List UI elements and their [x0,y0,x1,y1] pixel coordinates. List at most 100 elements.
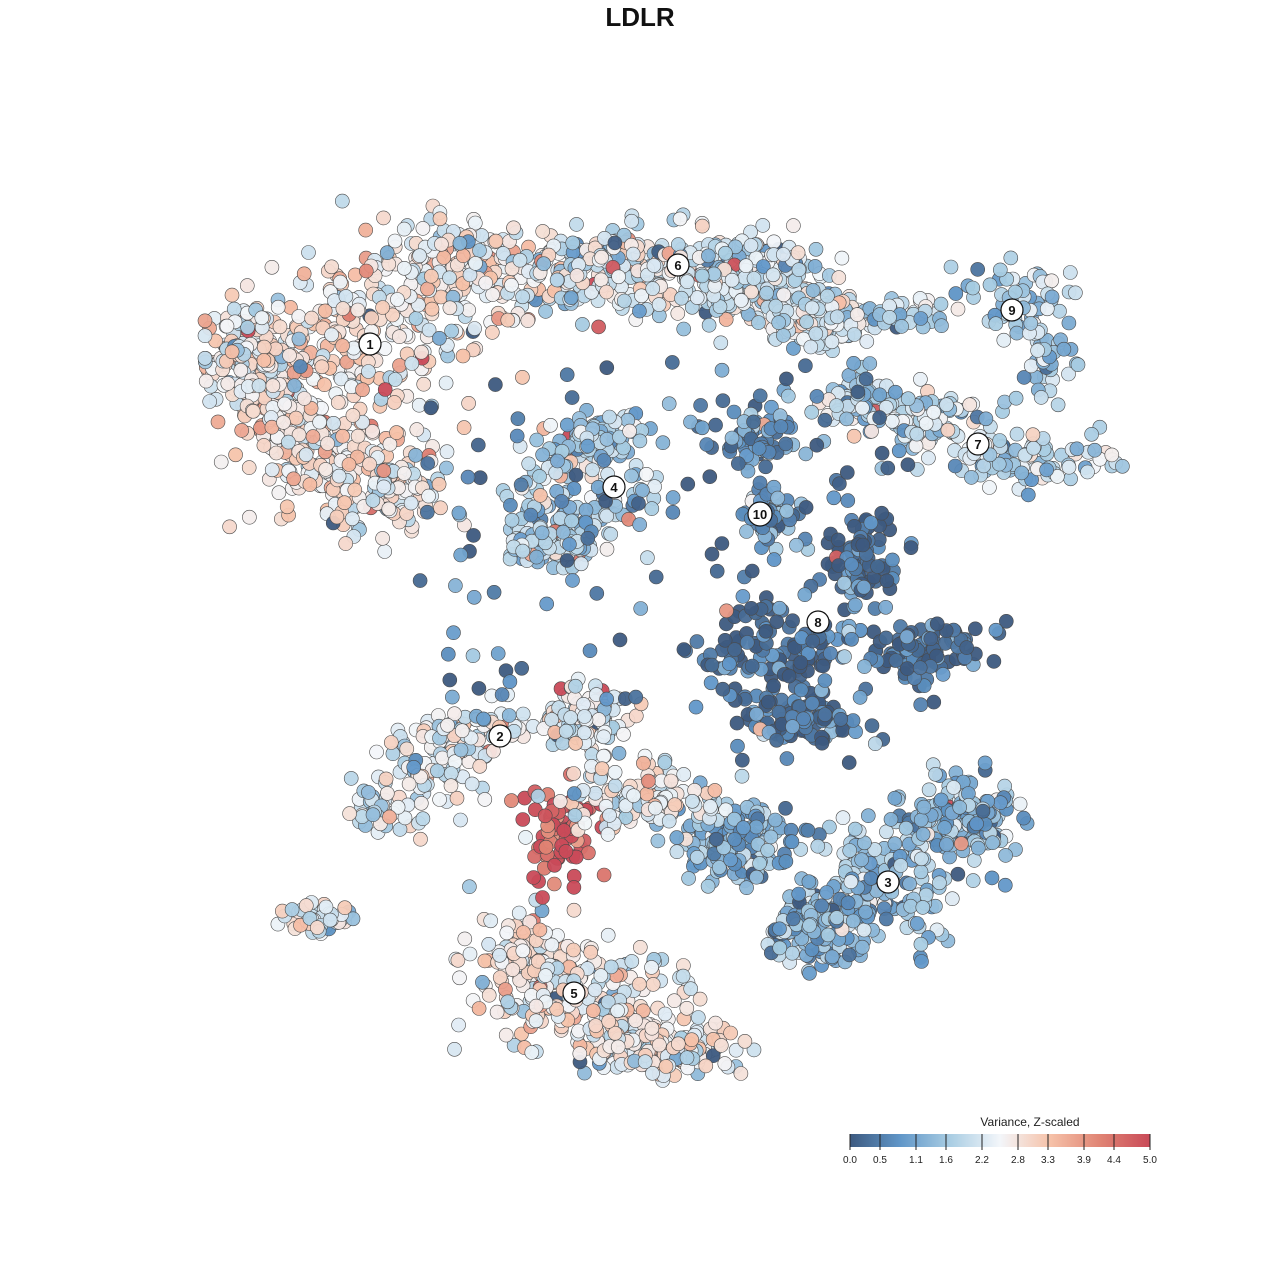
data-point [769,732,784,748]
data-point [758,459,773,475]
data-point [916,799,932,815]
data-point [279,499,295,515]
data-point [683,981,699,997]
data-point [476,711,491,727]
data-point [369,744,384,760]
data-point [899,629,915,645]
data-point [358,222,374,238]
data-point [863,515,879,531]
data-point [317,303,333,319]
data-point [562,537,577,552]
data-point [607,235,623,251]
data-point [882,309,897,325]
data-point [769,614,785,630]
data-point [793,682,809,698]
data-point [585,1003,601,1019]
data-point [765,267,781,283]
data-point [778,436,794,452]
data-point [992,262,1008,278]
data-point [589,586,605,601]
legend-title: Variance, Z-scaled [980,1115,1080,1129]
data-point [937,820,952,835]
data-point [596,453,612,468]
data-point [413,795,429,811]
data-point [558,723,574,739]
data-point [781,668,797,684]
data-point [535,890,550,905]
data-point [681,871,696,886]
data-point [708,417,723,433]
data-point [1012,796,1028,812]
data-point [669,830,685,845]
data-point [506,220,521,236]
data-point [694,420,710,436]
data-point [670,306,686,321]
data-point [874,505,890,521]
data-point [224,344,240,360]
data-point [498,1027,514,1043]
data-point [1061,315,1077,331]
data-point [830,532,846,548]
data-point [900,391,916,407]
data-point [863,870,879,886]
data-point [785,719,800,734]
data-point [856,579,872,595]
data-point [1044,289,1060,305]
data-point [447,1042,462,1057]
data-point [651,1037,667,1053]
data-point [622,423,637,439]
data-point [714,536,730,551]
data-point [532,469,547,484]
data-point [817,673,833,688]
data-point [324,327,339,343]
data-point [446,625,461,641]
cluster-label-text: 4 [610,480,618,495]
legend-tick-label: 2.2 [975,1155,989,1166]
data-point [242,509,257,525]
data-point [997,877,1013,893]
data-point [898,820,914,836]
data-point [913,371,928,387]
data-point [1070,357,1086,373]
data-point [304,310,319,326]
data-point [599,431,615,447]
data-point [733,1066,749,1081]
data-point [664,355,680,370]
data-point [607,778,623,794]
data-point [365,424,380,439]
data-point [809,389,825,404]
cluster-label-2: 2 [488,724,512,748]
data-point [416,376,432,392]
data-point [837,649,852,665]
data-point [544,712,560,727]
data-point [855,537,871,553]
data-point [596,748,611,764]
legend-tick-label: 0.5 [873,1155,887,1166]
data-point [674,290,689,306]
data-point [343,771,359,786]
data-point [847,821,863,837]
data-point [689,634,705,649]
data-point [515,943,531,959]
data-point [350,428,366,444]
data-point [309,920,325,935]
data-point [452,970,467,986]
data-point [749,706,764,722]
data-point [318,462,334,477]
color-legend: 0.0 0.5 1.1 1.6 2.2 2.8 3.3 3.9 4.4 5.0 [843,1134,1157,1166]
data-point [841,755,857,770]
legend-colorbar [850,1134,1150,1147]
data-point [320,436,335,451]
data-point [679,274,695,290]
data-point [844,631,859,647]
data-point [439,444,455,460]
data-point [842,843,858,858]
data-point [840,895,856,911]
data-point [778,854,794,869]
data-point [778,800,793,816]
data-point [305,429,321,444]
data-point [568,467,584,483]
data-point [737,1034,753,1049]
data-point [708,831,724,847]
data-point [791,886,807,902]
